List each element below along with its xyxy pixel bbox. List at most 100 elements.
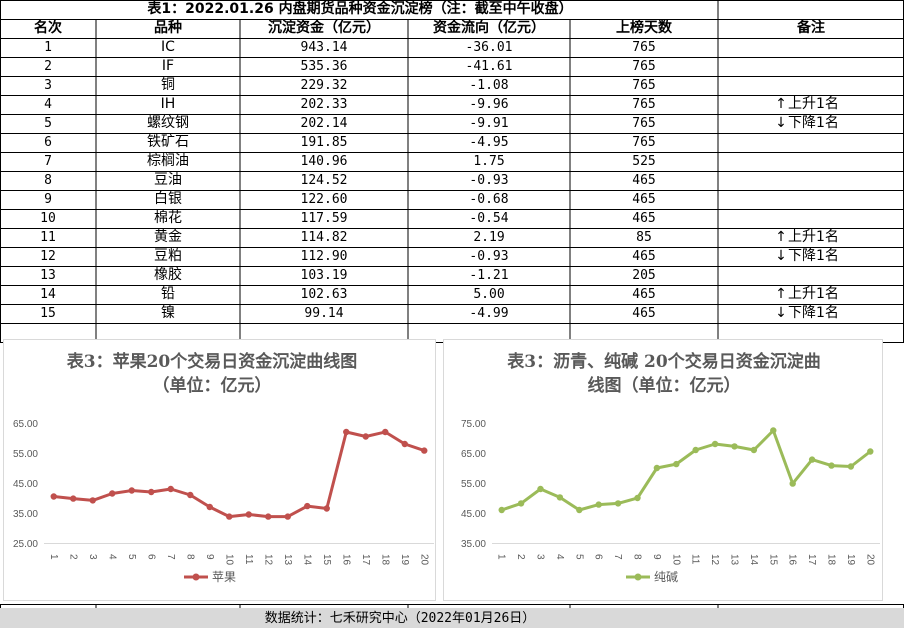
rank-cell: 11 (40, 230, 56, 245)
flow-cell: -1.08 (469, 78, 509, 93)
rank-cell: 15 (40, 306, 56, 321)
rank-cell: 12 (40, 249, 56, 264)
data-point (537, 485, 544, 493)
x-tick-label: 2 (515, 554, 526, 560)
note-cell: 下降1名 (788, 305, 839, 321)
x-tick-label: 10 (670, 554, 681, 566)
x-tick-label: 10 (223, 554, 234, 566)
days-cell: 465 (632, 306, 656, 321)
rank-cell: 5 (44, 116, 52, 131)
y-tick-label: 65.00 (461, 449, 486, 460)
data-point (556, 494, 564, 501)
x-tick-label: 17 (806, 554, 817, 566)
note-cell: 上升1名 (788, 286, 839, 302)
x-tick-label: 9 (204, 554, 215, 560)
note-cell: 下降1名 (788, 115, 839, 131)
data-point (206, 503, 213, 511)
flow-cell: -4.99 (469, 306, 509, 321)
rank-cell: 10 (40, 211, 56, 226)
name-cell: 镍 (161, 305, 175, 321)
data-point (128, 487, 135, 494)
rank-cell: 1 (44, 40, 52, 55)
sodaash-chart-panel: 表3：沥青、纯碱 20个交易日资金沉淀曲 线图（单位：亿元） 35.00 45.00 5… (443, 339, 883, 601)
name-cell: 豆油 (154, 172, 182, 188)
x-tick-label: 18 (379, 554, 390, 566)
data-point (789, 480, 796, 487)
y-tick-label: 25.00 (13, 539, 38, 550)
name-cell: 铜 (161, 77, 175, 93)
fund-cell: 229.32 (300, 78, 348, 93)
flow-cell: -0.54 (469, 211, 509, 226)
legend-marker (634, 573, 642, 581)
data-point (89, 497, 96, 504)
data-point (828, 462, 835, 469)
x-tick-label: 8 (184, 554, 195, 560)
name-cell: IF (161, 58, 175, 74)
fund-cell: 124.52 (300, 173, 348, 188)
fund-cell: 102.63 (300, 287, 348, 302)
data-point (323, 505, 330, 512)
x-tick-label: 7 (612, 554, 623, 560)
days-cell: 765 (632, 40, 656, 55)
x-tick-label: 20 (418, 554, 429, 566)
rank-cell: 3 (44, 78, 52, 93)
x-tick-label: 11 (243, 554, 254, 565)
arrow-down-icon: ↓ (775, 305, 787, 321)
fund-cell: 103.19 (300, 268, 348, 283)
data-point (517, 500, 525, 507)
data-point (498, 506, 505, 514)
x-tick-label: 13 (729, 554, 740, 566)
data-point (70, 495, 77, 502)
days-cell: 765 (632, 97, 656, 112)
data-point (595, 501, 602, 508)
days-cell: 765 (632, 135, 656, 150)
note-cell: 上升1名 (788, 96, 839, 112)
fund-cell: 117.59 (300, 211, 348, 226)
apple-chart-panel: 表3：苹果20个交易日资金沉淀曲线图 （单位：亿元） 25.00 35.00 45.00… (3, 339, 436, 601)
flow-cell: -41.61 (465, 59, 513, 74)
name-cell: 螺纹钢 (147, 115, 189, 131)
name-cell: 黄金 (154, 229, 182, 245)
x-tick-label: 4 (106, 554, 117, 560)
x-tick-label: 13 (282, 554, 293, 566)
rank-cell: 13 (40, 268, 56, 283)
name-cell: 棕榈油 (147, 153, 189, 169)
data-point (167, 485, 174, 493)
flow-cell: -0.93 (469, 173, 509, 188)
name-cell: 铁矿石 (147, 134, 189, 150)
legend-marker (192, 573, 200, 581)
name-cell: 豆粕 (154, 248, 182, 264)
fund-cell: 140.96 (300, 154, 348, 169)
data-point (245, 511, 252, 518)
x-tick-label: 12 (709, 554, 720, 566)
x-tick-label: 6 (145, 554, 156, 560)
x-tick-label: 1 (48, 554, 59, 560)
header-fund: 沉淀资金（亿元） (268, 20, 380, 36)
arrow-up-icon: ↑ (775, 96, 787, 112)
data-point (382, 428, 389, 436)
rank-cell: 2 (44, 59, 52, 74)
flow-cell: -9.96 (469, 97, 509, 112)
days-cell: 525 (632, 154, 656, 169)
x-tick-label: 17 (360, 554, 371, 566)
data-point (750, 446, 758, 454)
fund-cell: 535.36 (300, 59, 348, 74)
legend-label: 纯碱 (654, 570, 678, 584)
name-cell: IH (160, 96, 176, 112)
x-tick-label: 8 (632, 554, 643, 560)
header-name: 品种 (154, 20, 182, 36)
flow-cell: -9.91 (469, 116, 509, 131)
data-point (614, 500, 622, 507)
name-cell: 橡胶 (154, 267, 182, 283)
x-tick-label: 19 (399, 554, 410, 566)
data-point (653, 464, 661, 472)
data-point (692, 446, 699, 454)
header-note: 备注 (797, 20, 825, 36)
table-title: 表1：2022.01.26 内盘期货品种资金沉淀榜（注：截至中午收盘） (147, 1, 573, 17)
rank-cell: 9 (44, 192, 52, 207)
y-tick-label: 55.00 (13, 449, 38, 460)
x-tick-label: 3 (535, 554, 546, 560)
data-point (343, 428, 350, 436)
data-point (109, 490, 116, 497)
days-cell: 205 (632, 268, 656, 283)
